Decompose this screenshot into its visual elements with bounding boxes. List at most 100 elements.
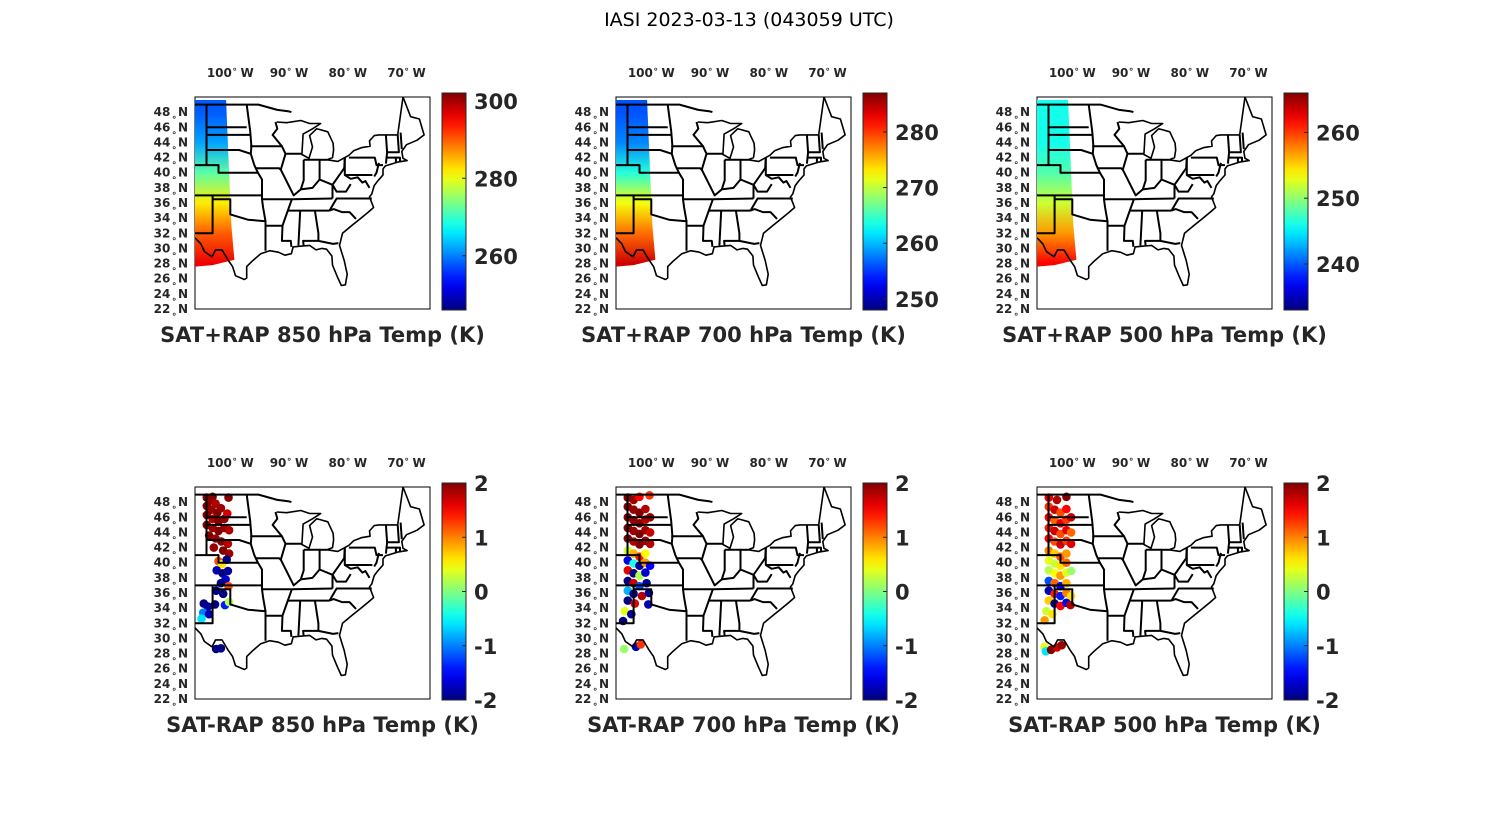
colorbar-tick-label: -2 bbox=[1316, 689, 1339, 713]
lon-tick-label: 70∘ W bbox=[387, 65, 426, 80]
colorbar-tick-label: 250 bbox=[1316, 187, 1360, 211]
state-border bbox=[769, 156, 804, 167]
lat-tick-label: 24∘N bbox=[154, 287, 188, 305]
lon-tick-label: 80∘ W bbox=[1171, 65, 1210, 80]
state-border bbox=[816, 156, 822, 162]
lat-tick-label: 28∘N bbox=[154, 647, 188, 665]
state-border bbox=[1139, 210, 1144, 246]
state-border bbox=[805, 134, 810, 164]
lon-tick-label: 90∘ W bbox=[1112, 455, 1151, 470]
lat-tick-label: 28∘N bbox=[996, 257, 1030, 275]
state-border bbox=[1170, 197, 1214, 212]
lat-tick-label: 34∘N bbox=[154, 601, 188, 619]
lon-tick-label: 70∘ W bbox=[808, 455, 847, 470]
data-point bbox=[1066, 539, 1076, 549]
state-border bbox=[206, 539, 252, 545]
data-point bbox=[619, 644, 629, 654]
state-border bbox=[1037, 195, 1056, 235]
lon-tick-label: 100∘ W bbox=[207, 65, 254, 80]
state-border bbox=[627, 539, 673, 545]
state-border bbox=[820, 132, 824, 150]
lat-tick-label: 46∘N bbox=[575, 120, 609, 138]
colorbar-tick-label: 0 bbox=[474, 581, 489, 605]
state-border bbox=[195, 195, 214, 235]
state-border bbox=[1173, 573, 1194, 583]
lat-tick-label: 42∘N bbox=[575, 541, 609, 559]
lat-tick-label: 22∘N bbox=[575, 692, 609, 710]
state-border bbox=[291, 197, 333, 201]
state-border bbox=[1229, 524, 1242, 544]
colorbar-tick-label: -2 bbox=[895, 689, 918, 713]
state-border bbox=[1241, 522, 1245, 540]
map-panel-4: 100∘ W 90∘ W 80∘ W 70∘ W 48∘N46∘N44∘N42∘N40∘N38∘… bbox=[154, 455, 498, 737]
state-border bbox=[344, 564, 371, 579]
state-border bbox=[820, 522, 824, 540]
lat-tick-label: 42∘N bbox=[154, 541, 188, 559]
colorbar-gradient bbox=[862, 92, 888, 311]
lat-tick-label: 44∘N bbox=[996, 525, 1030, 543]
state-border bbox=[808, 524, 821, 544]
colorbar: 250 260 270 280 bbox=[862, 92, 939, 312]
lat-tick-label: 28∘N bbox=[575, 257, 609, 275]
lat-tick-label: 38∘N bbox=[154, 571, 188, 589]
lon-tick-label: 90∘ W bbox=[691, 65, 730, 80]
colorbar-tick-label: 280 bbox=[474, 167, 518, 191]
lat-tick-label: 24∘N bbox=[575, 287, 609, 305]
state-border bbox=[1171, 598, 1199, 610]
coastline bbox=[616, 97, 846, 287]
lat-tick-label: 34∘N bbox=[575, 601, 609, 619]
lat-tick-label: 44∘N bbox=[996, 135, 1030, 153]
lat-tick-label: 32∘N bbox=[996, 226, 1030, 244]
colorbar-tick-label: -1 bbox=[895, 635, 918, 659]
lat-tick-label: 40∘N bbox=[154, 166, 188, 184]
colorbar-tick-label: -1 bbox=[1316, 635, 1339, 659]
state-border bbox=[373, 552, 380, 568]
lat-tick-label: 32∘N bbox=[154, 226, 188, 244]
state-border bbox=[1160, 629, 1181, 635]
colorbar-tick-label: 260 bbox=[474, 245, 518, 269]
state-border bbox=[718, 210, 723, 246]
state-border bbox=[712, 587, 754, 591]
state-border bbox=[329, 208, 357, 220]
map-panel-5: 100∘ W 90∘ W 80∘ W 70∘ W 48∘N46∘N44∘N42∘N40∘N38∘… bbox=[575, 455, 919, 737]
state-border bbox=[1186, 564, 1213, 579]
state-border bbox=[1190, 156, 1225, 167]
state-border bbox=[1226, 524, 1231, 554]
state-border bbox=[206, 149, 252, 155]
state-border bbox=[671, 145, 708, 171]
state-border bbox=[291, 587, 333, 591]
lat-tick-label: 40∘N bbox=[154, 556, 188, 574]
lat-tick-label: 32∘N bbox=[154, 616, 188, 634]
lat-tick-label: 30∘N bbox=[154, 631, 188, 649]
lat-tick-label: 24∘N bbox=[996, 677, 1030, 695]
state-border bbox=[331, 573, 352, 583]
colorbar-gradient bbox=[441, 92, 467, 311]
lat-tick-label: 36∘N bbox=[575, 196, 609, 214]
lat-tick-label: 28∘N bbox=[154, 257, 188, 275]
state-border bbox=[1237, 156, 1243, 162]
state-border bbox=[1048, 539, 1094, 545]
state-border bbox=[816, 546, 822, 552]
colorbar: 2 1 0 -1 -2 bbox=[1283, 472, 1339, 713]
state-border bbox=[805, 524, 810, 554]
map-content bbox=[195, 487, 425, 677]
state-border bbox=[1092, 535, 1129, 561]
lat-tick-label: 48∘N bbox=[154, 105, 188, 123]
state-border bbox=[702, 198, 714, 247]
data-point bbox=[1062, 549, 1071, 558]
great-lakes-shore bbox=[697, 97, 825, 163]
state-border bbox=[616, 103, 713, 114]
colorbar-gradient bbox=[1283, 92, 1309, 311]
colorbar-tick-label: 1 bbox=[895, 526, 910, 550]
colorbar: 2 1 0 -1 -2 bbox=[441, 472, 497, 713]
coastline bbox=[616, 487, 846, 677]
state-border bbox=[297, 600, 302, 636]
colorbar-tick-label: 300 bbox=[474, 90, 518, 114]
state-border bbox=[671, 535, 708, 561]
great-lakes-shore bbox=[276, 487, 404, 553]
lat-tick-label: 46∘N bbox=[154, 510, 188, 528]
lat-tick-label: 38∘N bbox=[996, 181, 1030, 199]
state-border bbox=[329, 598, 357, 610]
data-point bbox=[209, 543, 219, 552]
